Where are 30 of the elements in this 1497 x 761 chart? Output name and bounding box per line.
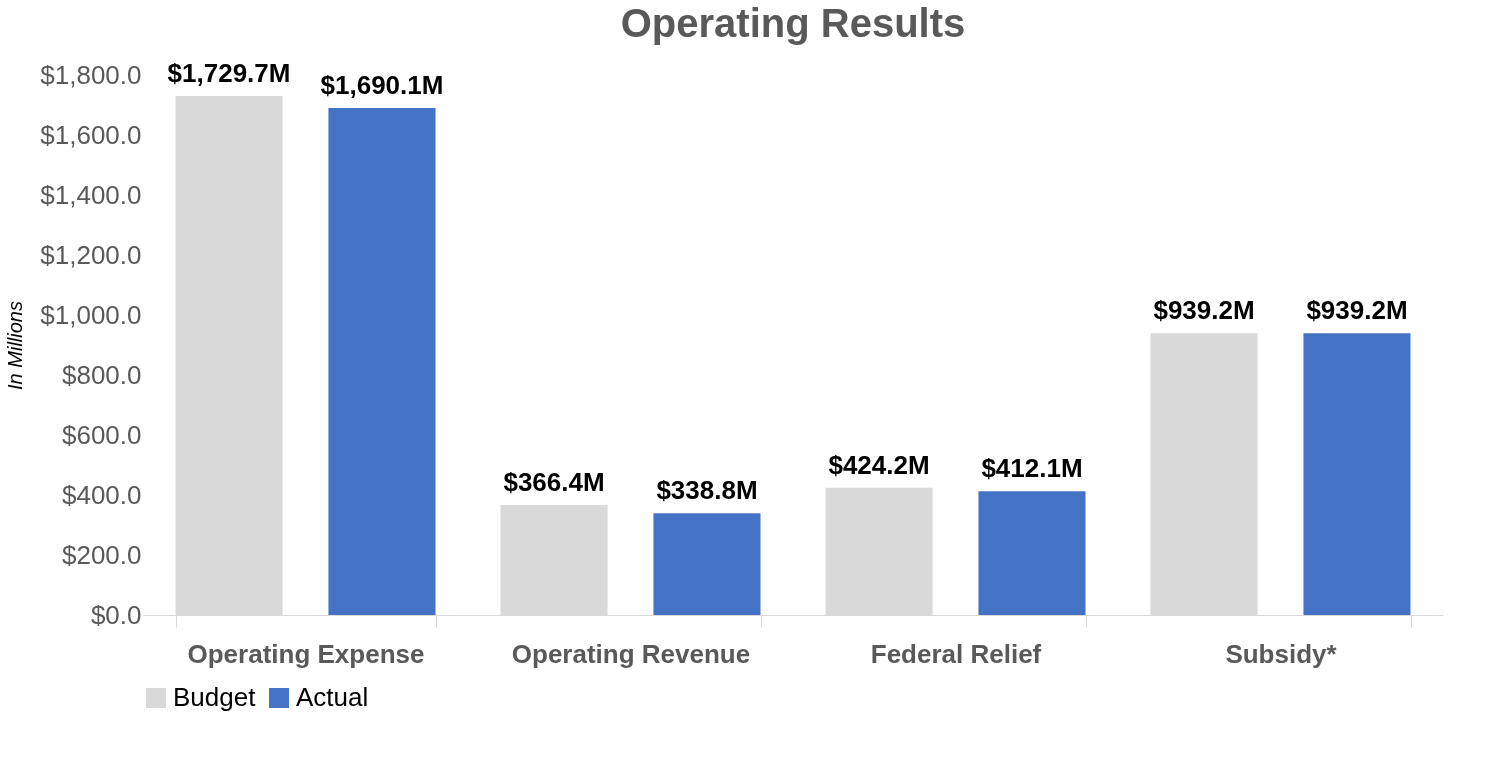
- data-label: $939.2M: [1306, 295, 1408, 326]
- y-tick-label: $1,000.0: [40, 299, 142, 330]
- x-tick-label: Operating Expense: [187, 638, 425, 669]
- bar: [1303, 333, 1411, 615]
- y-tick-label: $1,200.0: [40, 239, 142, 270]
- bar: [653, 513, 761, 615]
- y-tick-label: $200.0: [61, 539, 142, 570]
- x-tick-label: Subsidy*: [1225, 638, 1338, 669]
- y-tick-label: $600.0: [61, 419, 142, 450]
- bar: [328, 107, 436, 615]
- y-tick-label: $800.0: [61, 359, 142, 390]
- y-tick-label: $400.0: [61, 479, 142, 510]
- legend-label: Budget: [173, 682, 257, 712]
- data-label: $1,729.7M: [167, 58, 291, 89]
- data-label: $412.1M: [981, 453, 1083, 484]
- data-label: $939.2M: [1153, 295, 1255, 326]
- data-label: $338.8M: [656, 475, 758, 506]
- data-label: $1,690.1M: [320, 69, 444, 100]
- data-label: $366.4M: [503, 467, 605, 498]
- y-tick-label: $1,400.0: [40, 179, 142, 210]
- chart-title: Operating Results: [620, 1, 966, 46]
- y-axis-title: In Millions: [4, 301, 27, 390]
- x-tick-label: Operating Revenue: [511, 638, 751, 669]
- y-tick-label: $1,800.0: [40, 59, 142, 90]
- legend-label: Actual: [296, 682, 369, 712]
- x-tick-label: Federal Relief: [870, 638, 1042, 669]
- y-tick-label: $0.0: [90, 599, 142, 630]
- y-tick-label: $1,600.0: [40, 119, 142, 150]
- bar: [978, 491, 1086, 615]
- data-label: $424.2M: [828, 449, 930, 480]
